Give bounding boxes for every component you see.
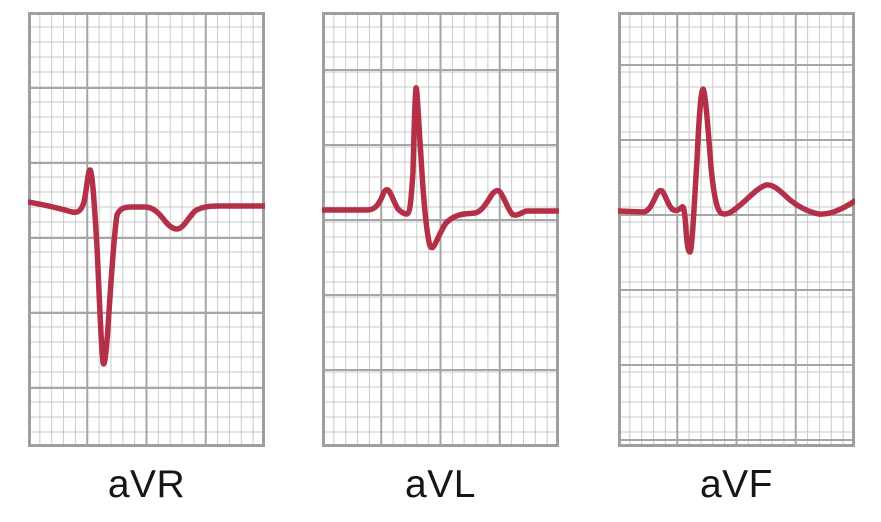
ecg-plot-avf (618, 12, 855, 447)
lead-label-avr: aVR (107, 463, 186, 506)
lead-label-avl: aVL (405, 463, 476, 506)
lead-label-avf: aVF (699, 463, 774, 506)
ecg-plot-avl (322, 12, 559, 447)
ecg-panel-avf: aVF (618, 12, 855, 504)
ecg-plot-avr (28, 12, 265, 447)
ecg-panel-avl: aVL (322, 12, 559, 504)
ecg-panel-avr: aVR (28, 12, 265, 504)
